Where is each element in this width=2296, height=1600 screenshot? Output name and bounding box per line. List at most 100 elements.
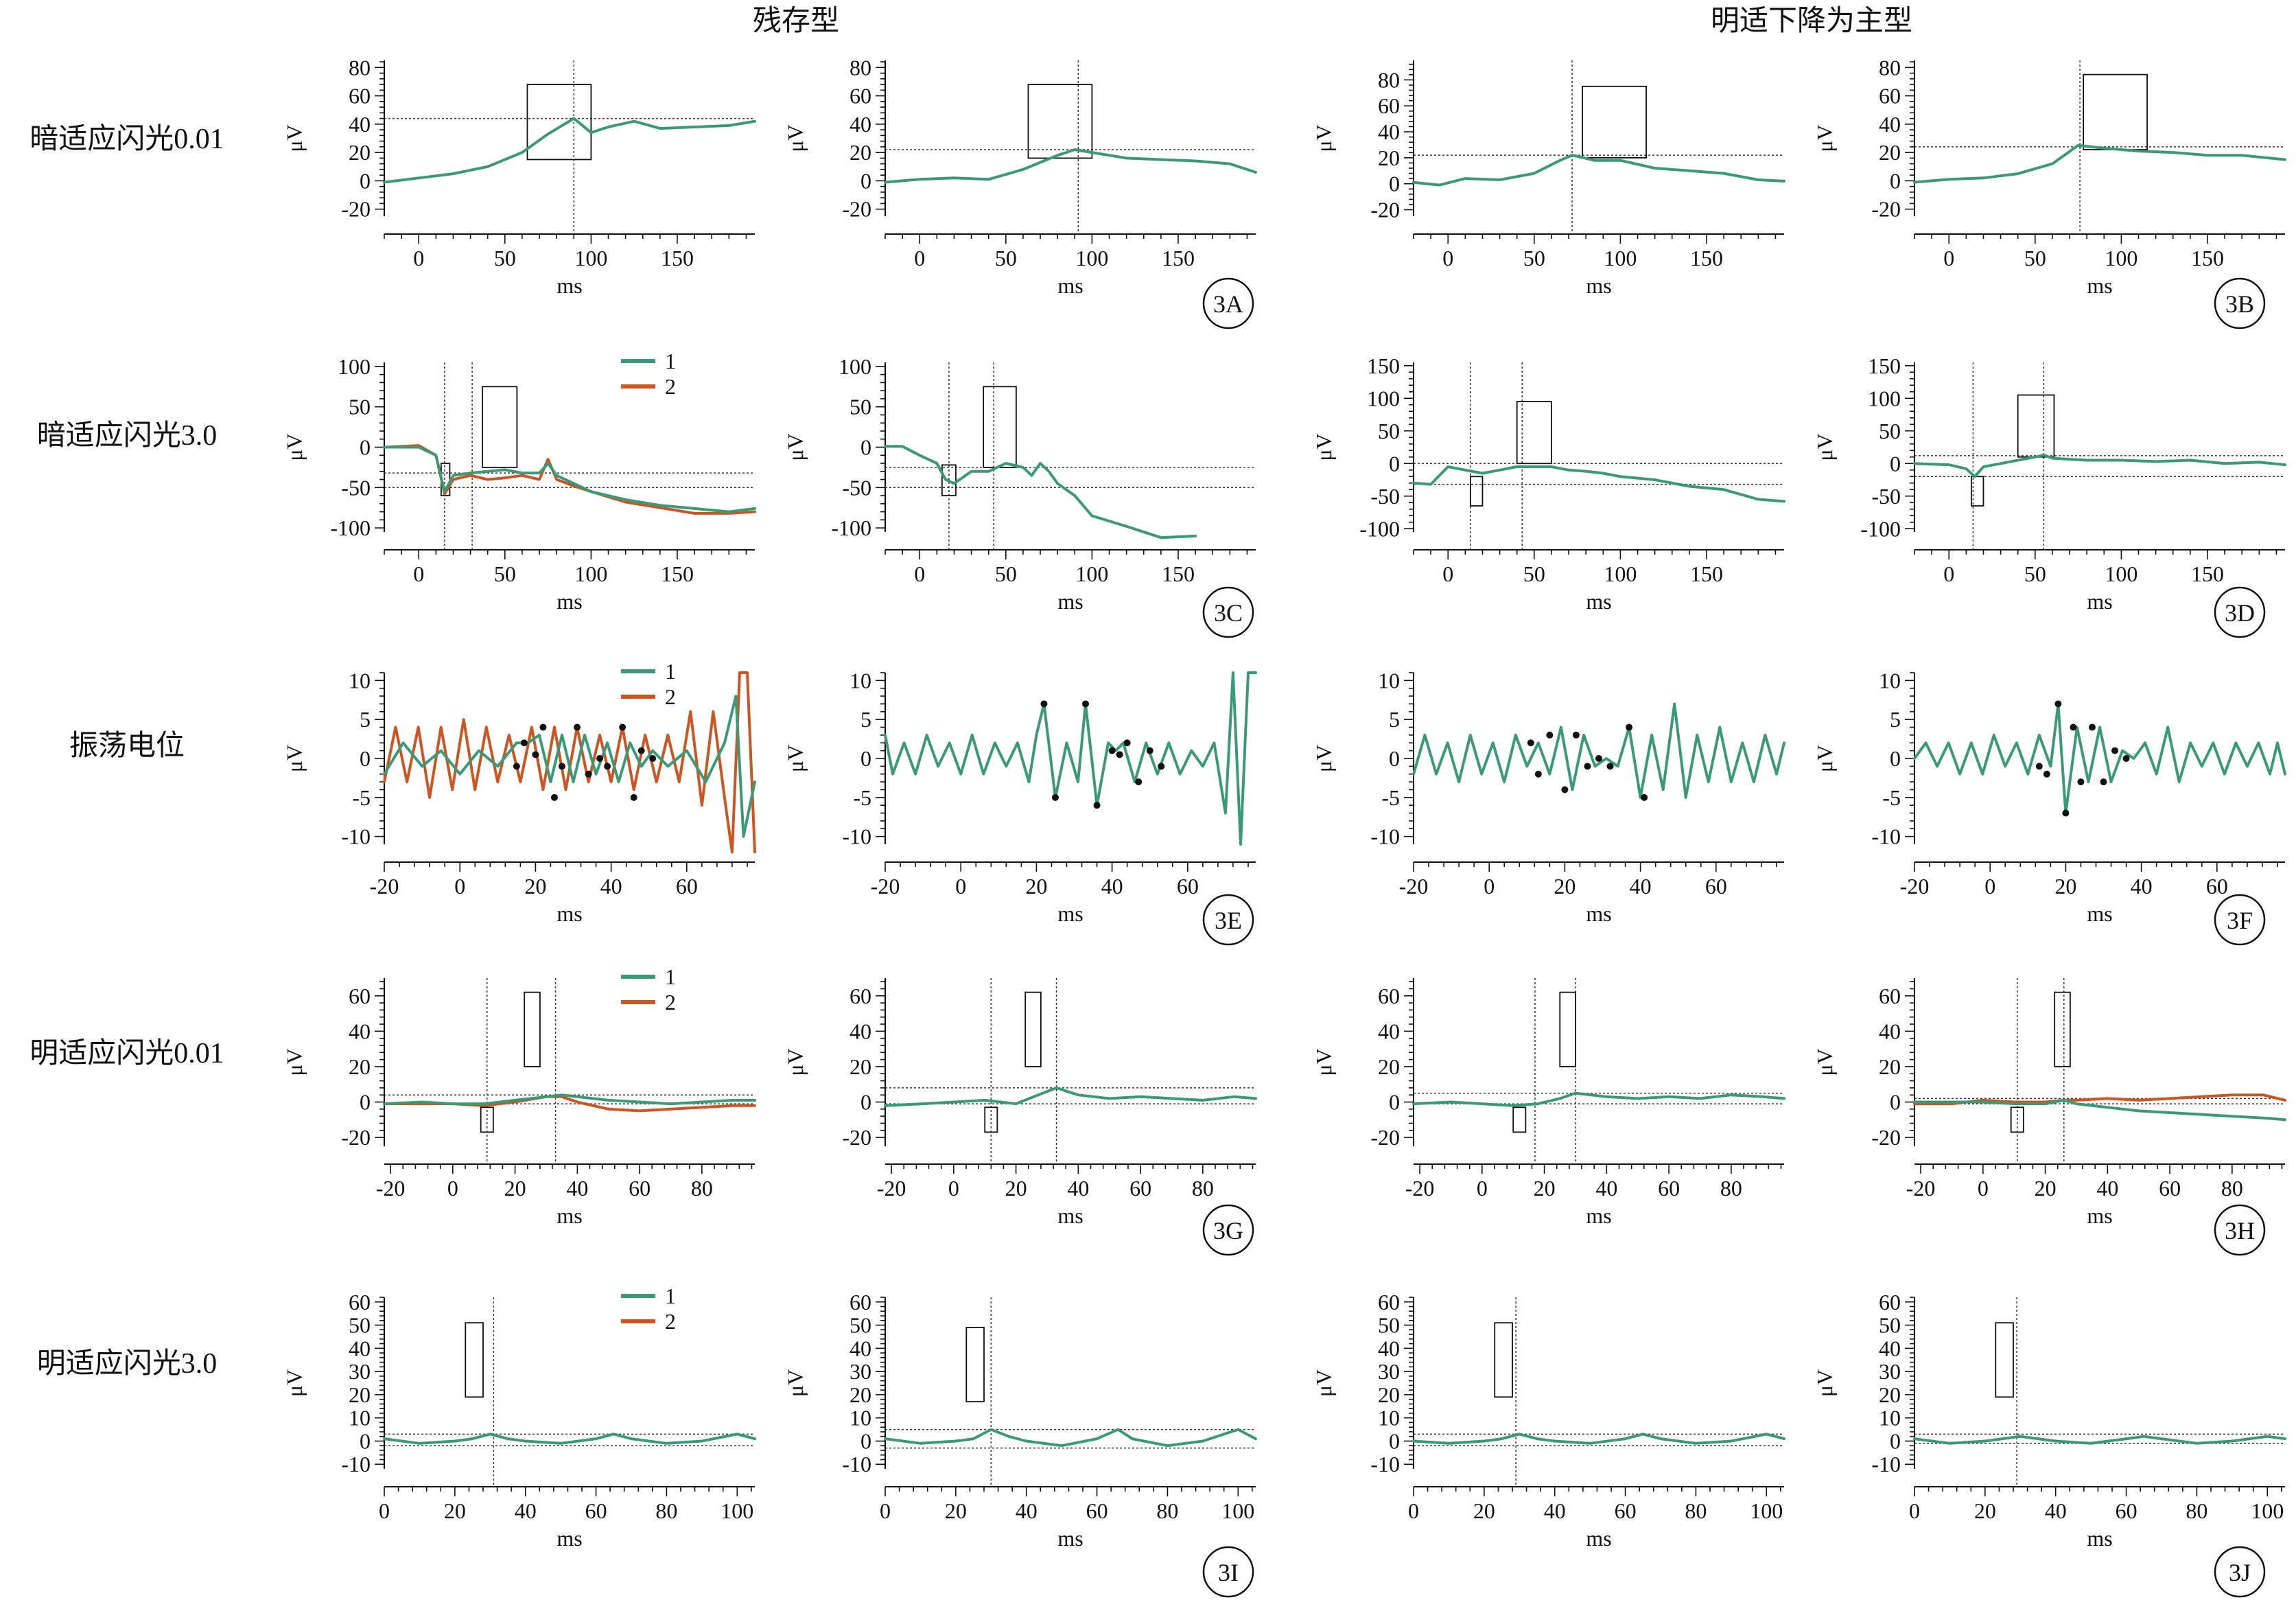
x-tick-label: 0 <box>1943 246 1954 270</box>
y-tick-label: 20 <box>1879 140 1901 165</box>
y-tick-label: 0 <box>860 746 871 771</box>
y-tick-label: 10 <box>1378 1406 1400 1430</box>
y-axis-label: μV <box>1311 1048 1336 1076</box>
series-2-line <box>383 444 756 515</box>
y-tick-label: 100 <box>839 354 871 379</box>
x-tick-label: 60 <box>1658 1176 1680 1201</box>
panel-F2: -10 -5 0 5 10 μV -20 0 20 40 60 ms <box>1812 668 2286 926</box>
x-tick-label: 0 <box>1909 1498 1920 1523</box>
y-tick-label: -10 <box>1871 1452 1901 1476</box>
y-tick-label: -10 <box>1871 824 1901 849</box>
series-1-line <box>383 695 756 838</box>
panel-E2: -10 -5 0 5 10 μV -20 0 20 40 60 ms <box>783 668 1257 926</box>
x-tick-label: 150 <box>2191 561 2224 586</box>
y-tick-label: 20 <box>1378 1382 1400 1407</box>
y-tick-label: 20 <box>1879 1382 1901 1407</box>
y-tick-label: 150 <box>1367 353 1400 378</box>
x-tick-label: 0 <box>914 246 925 270</box>
series-1-line <box>1412 702 1785 799</box>
x-tick-label: 100 <box>2251 1498 2284 1523</box>
y-tick-label: 60 <box>1378 1290 1400 1314</box>
x-tick-label: -20 <box>1399 874 1429 898</box>
y-axis-label: μV <box>783 1369 808 1397</box>
x-tick-label: 80 <box>2221 1176 2243 1201</box>
y-tick-label: 20 <box>850 140 871 165</box>
y-axis-label: μV <box>783 745 808 772</box>
legend-label-2: 2 <box>665 684 676 709</box>
y-tick-label: 60 <box>349 84 371 108</box>
series-1-line <box>1913 1435 2286 1445</box>
y-tick-label: -20 <box>1871 197 1901 222</box>
peak-dot <box>637 747 645 754</box>
y-tick-label: -50 <box>842 475 871 500</box>
y-tick-label: 100 <box>338 354 371 379</box>
series-1-line <box>383 117 756 184</box>
x-tick-label: 40 <box>1630 874 1652 898</box>
y-tick-label: 5 <box>860 707 871 732</box>
x-tick-label: 40 <box>1016 1498 1038 1523</box>
svg-text:3F: 3F <box>2227 907 2253 934</box>
y-tick-label: -20 <box>341 197 371 222</box>
panel-E1: -10 -5 0 5 10 μV -20 0 20 40 60 ms 12 <box>282 659 756 926</box>
y-tick-label: -50 <box>1871 484 1901 509</box>
y-axis-label: μV <box>783 124 808 152</box>
x-tick-label: 40 <box>2096 1176 2118 1201</box>
x-tick-label: 0 <box>1484 874 1495 898</box>
series-1-line <box>884 1428 1257 1448</box>
y-tick-label: 10 <box>1879 1406 1901 1430</box>
x-tick-label: 150 <box>661 246 694 270</box>
x-axis-label: ms <box>2087 1526 2112 1551</box>
x-tick-label: 0 <box>1978 1176 1989 1201</box>
x-tick-label: 20 <box>1005 1176 1027 1201</box>
x-tick-label: 80 <box>1720 1176 1742 1201</box>
x-tick-label: 20 <box>1534 1176 1556 1201</box>
y-tick-label: 150 <box>1868 353 1901 378</box>
svg-text:3J: 3J <box>2229 1559 2251 1586</box>
y-tick-label: 10 <box>1879 668 1901 693</box>
series-1-line <box>383 1093 756 1106</box>
header-right: 明适下降为主型 <box>1711 5 1912 37</box>
y-tick-label: -10 <box>341 824 371 849</box>
x-axis-label: ms <box>1586 273 1611 298</box>
peak-dot <box>2111 747 2119 754</box>
x-tick-label: 60 <box>1705 874 1727 898</box>
y-tick-label: 5 <box>1389 707 1400 732</box>
peak-dot <box>2062 809 2070 817</box>
x-tick-label: 150 <box>1690 246 1723 270</box>
y-tick-label: -50 <box>341 475 371 500</box>
y-tick-label: -100 <box>831 515 871 540</box>
y-tick-label: 60 <box>850 1290 871 1314</box>
x-tick-label: 100 <box>1604 561 1637 586</box>
x-tick-label: 60 <box>1086 1498 1108 1523</box>
y-tick-label: 0 <box>1389 1428 1400 1453</box>
legend-label-2: 2 <box>665 1309 676 1334</box>
y-tick-label: 20 <box>349 1382 371 1407</box>
x-tick-label: 80 <box>655 1498 677 1523</box>
x-tick-label: 50 <box>1523 561 1545 586</box>
series-1-line <box>1412 1091 1785 1107</box>
x-axis-label: ms <box>1057 273 1083 298</box>
x-tick-label: 0 <box>880 1498 891 1523</box>
x-tick-label: 20 <box>504 1176 526 1201</box>
x-tick-label: 20 <box>945 1498 967 1523</box>
x-tick-label: 50 <box>2024 561 2046 586</box>
y-tick-label: 30 <box>850 1359 871 1384</box>
marker-box <box>1582 85 1647 159</box>
peak-dot <box>1123 739 1131 747</box>
peak-dot <box>574 723 581 731</box>
x-tick-label: 100 <box>1604 246 1637 270</box>
legend-label-1: 1 <box>665 1284 676 1308</box>
x-tick-label: 20 <box>1974 1498 1996 1523</box>
y-axis-label: μV <box>1812 1048 1837 1076</box>
x-tick-label: 80 <box>1156 1498 1178 1523</box>
x-tick-label: -20 <box>376 1176 406 1201</box>
y-tick-label: -5 <box>853 785 871 810</box>
x-tick-label: 20 <box>1025 874 1047 898</box>
x-tick-label: 40 <box>1544 1498 1566 1523</box>
x-tick-label: 60 <box>629 1176 651 1201</box>
x-tick-label: 0 <box>379 1498 390 1523</box>
peak-dot <box>2122 755 2130 762</box>
x-tick-label: 20 <box>2035 1176 2057 1201</box>
